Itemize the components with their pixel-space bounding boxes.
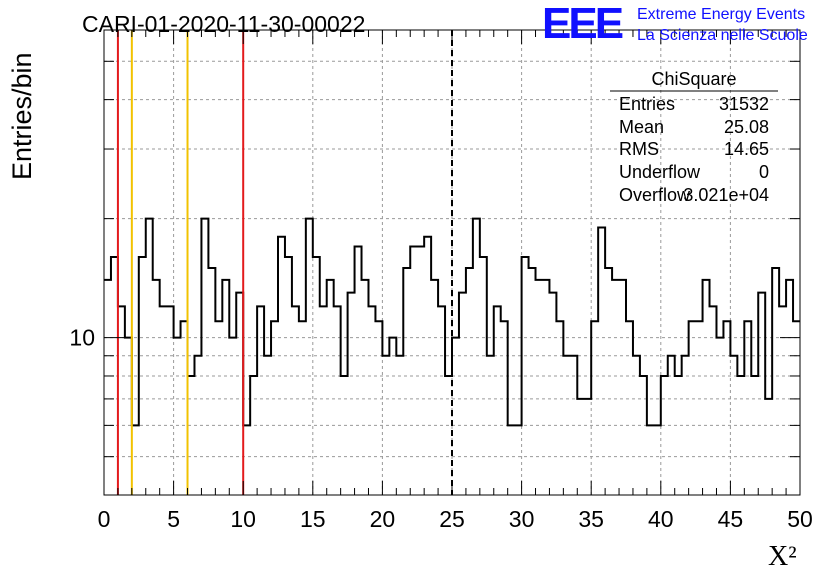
stats-overflow-value: 3.021e+04 [683,185,769,205]
stats-underflow-label: Underflow [619,162,701,182]
stats-rms-label: RMS [619,139,659,159]
stats-box: ChiSquare Entries 31532 Mean 25.08 RMS 1… [610,69,778,205]
stats-overflow-label: Overflow [619,185,691,205]
x-tick-label: 5 [167,506,180,532]
x-tick-label: 35 [578,506,604,532]
tick-label-layer: 0 5 10 15 20 25 30 35 40 45 50 10 [69,325,812,532]
x-tick-label: 50 [787,506,813,532]
x-tick-label: 40 [648,506,674,532]
eee-logo: EEE Extreme Energy Events La Scienza nel… [542,0,808,48]
stats-mean-value: 25.08 [724,117,769,137]
eee-logo-mark: EEE [542,0,623,48]
chart-title: CARI-01-2020-11-30-00022 [82,11,365,37]
x-tick-label: 20 [370,506,396,532]
x-tick-label: 30 [509,506,535,532]
x-tick-label: 25 [439,506,465,532]
x-axis-label: X² [768,541,797,572]
x-tick-label: 10 [230,506,256,532]
histogram-layer [104,217,800,427]
x-tick-label: 15 [300,506,326,532]
tick-layer [103,29,801,496]
histogram-series [104,217,800,427]
stats-entries-value: 31532 [719,94,769,114]
stats-underflow-value: 0 [759,162,769,182]
logo-line-1: Extreme Energy Events [637,6,805,23]
reference-lines-layer [116,30,453,495]
stats-title: ChiSquare [651,69,736,89]
x-axis-label-text: X² [768,541,797,572]
x-tick-label: 45 [718,506,744,532]
y-tick-label: 10 [69,325,95,351]
stats-mean-label: Mean [619,117,664,137]
y-axis-label: Entries/bin [7,52,37,180]
logo-line-2: La Scienza nelle Scuole [637,27,808,44]
stats-rms-value: 14.65 [724,139,769,159]
x-tick-label: 0 [98,506,111,532]
stats-entries-label: Entries [619,94,675,114]
